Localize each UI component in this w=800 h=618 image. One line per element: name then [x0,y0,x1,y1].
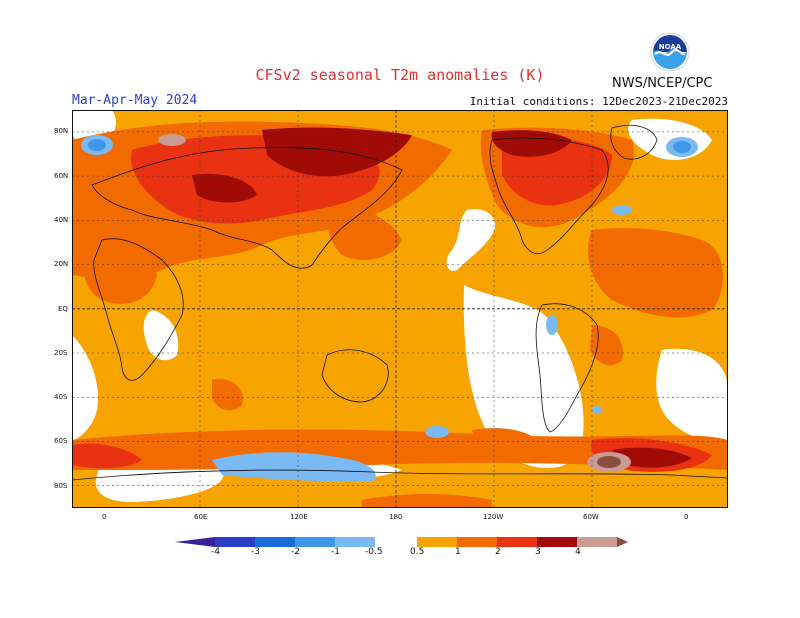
graticule [72,110,728,508]
legend-swatch [577,537,617,547]
lat-label: EQ [58,305,68,313]
legend-label: 4 [575,547,581,557]
lat-label: 60N [54,172,69,180]
lon-label: 60E [194,513,208,521]
legend-label: -4 [211,547,220,557]
legend-swatch [375,537,417,547]
lon-label: 180 [389,513,403,521]
lat-label: 20N [54,260,69,268]
legend-label: 0.5 [410,547,425,557]
legend-swatch-lt-m4 [175,537,215,547]
legend-label: -1 [331,547,340,557]
lon-label: 120W [483,513,504,521]
very-strong-warm-regions [192,127,692,468]
noaa-logo-icon: NOAA [650,32,690,72]
source-label: NWS/NCEP/CPC [612,76,713,91]
legend-label: 1 [455,547,461,557]
anomaly-map [72,110,728,508]
lat-label: 20S [54,349,68,357]
legend-swatch [295,537,335,547]
initial-conditions-label: Initial conditions: 12Dec2023-21Dec2023 [469,95,728,108]
chart-title: CFSv2 seasonal T2m anomalies (K) [255,66,545,84]
lon-label: 120E [290,513,308,521]
legend-swatch-gt [617,537,628,547]
legend-label: 3 [535,547,541,557]
color-legend: -4 -3 -2 -1 -0.5 0.5 1 2 3 4 [170,533,630,563]
season-label: Mar-Apr-May 2024 [72,93,198,108]
map-frame [72,110,728,508]
legend-swatch [457,537,497,547]
lat-label: 40S [54,393,68,401]
lat-label: 80N [54,127,69,135]
lat-label: 80S [54,482,68,490]
reference-lines [72,110,728,508]
lon-label: 0 [102,513,107,521]
coastlines [72,124,728,481]
legend-label: -0.5 [365,547,383,557]
legend-swatch [215,537,255,547]
legend-swatch [255,537,295,547]
logo-lettering: NOAA [659,43,682,51]
lon-label: 0 [684,513,689,521]
legend-label: 2 [495,547,501,557]
legend-label: -2 [291,547,300,557]
legend-swatch [335,537,375,547]
lat-label: 40N [54,216,69,224]
lat-label: 60S [54,437,68,445]
lon-label: 60W [583,513,599,521]
legend-swatch [537,537,577,547]
legend-swatch [417,537,457,547]
cool-regions [81,135,698,482]
max-warm-regions [597,456,621,468]
legend-label: -3 [251,547,260,557]
legend-swatch [497,537,537,547]
